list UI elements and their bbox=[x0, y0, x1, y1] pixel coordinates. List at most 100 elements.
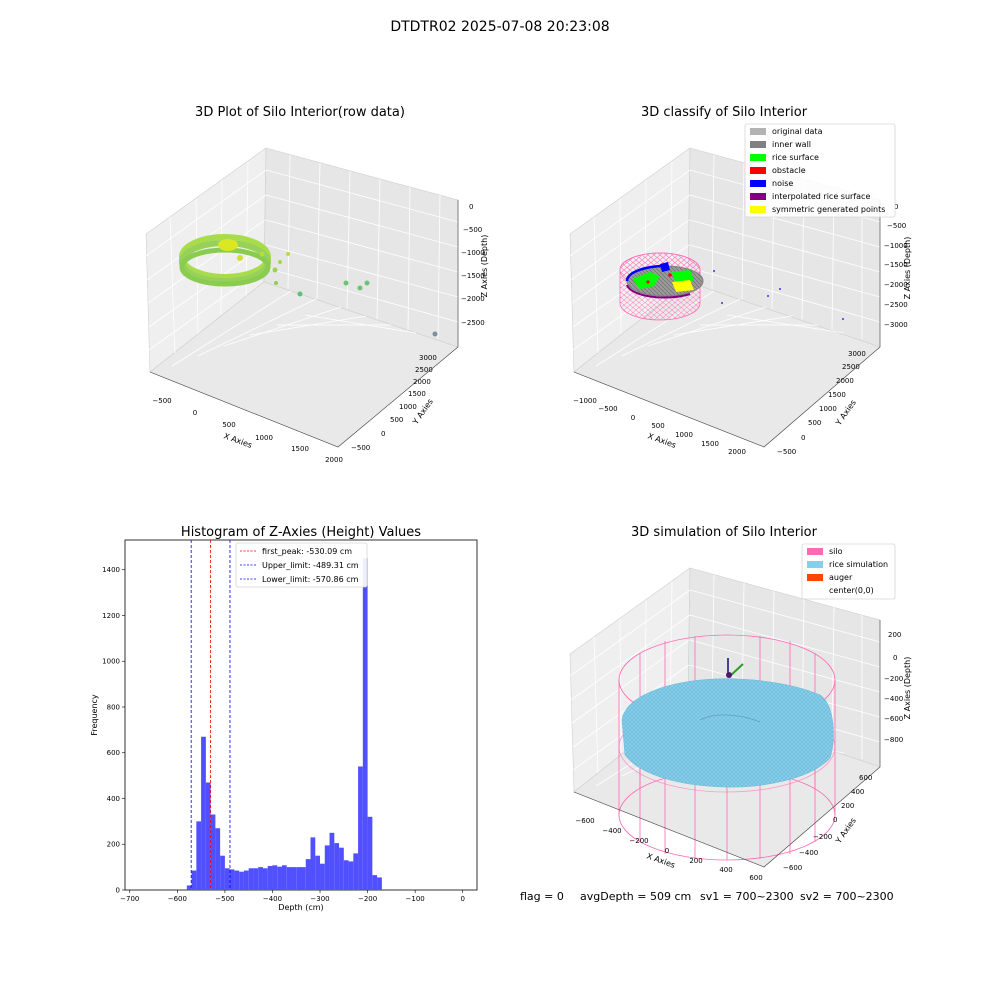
hist-bar bbox=[324, 845, 330, 890]
raw-z-tick: −500 bbox=[463, 226, 482, 234]
sim-legend-item: center(0,0) bbox=[807, 586, 874, 595]
hist-bar bbox=[296, 867, 301, 890]
legend-label: noise bbox=[772, 179, 793, 188]
hist-y-ticklabel: 1400 bbox=[102, 566, 120, 574]
cls-x-tick: 500 bbox=[651, 422, 664, 430]
legend-swatch bbox=[750, 193, 766, 200]
hist-bar bbox=[224, 868, 230, 890]
figure-title: DTDTR02 2025-07-08 20:23:08 bbox=[390, 19, 609, 35]
hist-y-ticklabel: 1200 bbox=[102, 612, 120, 620]
cls-x-tick: 2000 bbox=[728, 448, 746, 456]
hist-y-ticklabel: 600 bbox=[107, 749, 120, 757]
sim-x-tick: −600 bbox=[575, 817, 594, 825]
hist-legend-frame bbox=[235, 542, 368, 588]
raw-y-tick: 0 bbox=[381, 430, 385, 438]
sim-x-tick: −400 bbox=[602, 827, 621, 835]
sim-z-label: Z Axies (Depth) bbox=[903, 657, 912, 720]
hist-bar bbox=[220, 855, 225, 890]
hist-bar bbox=[229, 869, 235, 890]
raw-z-tick: −2500 bbox=[461, 319, 485, 327]
panel-raw-data: 3D Plot of Silo Interior(row data) bbox=[145, 105, 489, 464]
raw-z-tick: −1000 bbox=[461, 249, 485, 257]
cls-legend-item: interpolated rice surface bbox=[750, 192, 870, 201]
hist-bar bbox=[191, 870, 197, 890]
panel-hist-title: Histogram of Z-Axies (Height) Values bbox=[181, 525, 421, 540]
sim-z-tick: −400 bbox=[884, 695, 903, 703]
cls-y-tick: 3000 bbox=[848, 350, 866, 358]
hist-y-label: Frequency bbox=[90, 694, 99, 736]
raw-x-tick: 1500 bbox=[291, 445, 309, 453]
sim-x-tick: 200 bbox=[689, 857, 702, 865]
hist-bar bbox=[291, 867, 297, 890]
hist-x-ticklabel: −500 bbox=[215, 895, 234, 903]
hist-x-ticklabel: −100 bbox=[406, 895, 425, 903]
cls-y-tick: 2000 bbox=[836, 377, 854, 385]
hist-bar bbox=[277, 866, 282, 890]
hist-bar bbox=[305, 859, 311, 890]
legend-swatch bbox=[750, 167, 766, 174]
cls-y-tick: 2500 bbox=[842, 363, 860, 371]
cls-x-tick: −500 bbox=[598, 405, 617, 413]
panel-classify-title: 3D classify of Silo Interior bbox=[641, 105, 808, 120]
raw-y-ticklabels: −500 0 500 1000 1500 2000 2500 3000 bbox=[351, 354, 437, 452]
cls-x-tick: 1500 bbox=[701, 440, 719, 448]
hist-bar bbox=[286, 867, 292, 890]
sim-y-tick: 200 bbox=[841, 802, 854, 810]
hist-bar bbox=[329, 832, 335, 890]
hist-x-ticklabel: −200 bbox=[358, 895, 377, 903]
panel-raw-title: 3D Plot of Silo Interior(row data) bbox=[195, 105, 405, 120]
legend-swatch bbox=[750, 206, 766, 213]
cls-legend-item: original data bbox=[750, 127, 823, 136]
hist-bar bbox=[210, 814, 216, 890]
legend-label: rice surface bbox=[772, 153, 819, 162]
hist-bar bbox=[281, 865, 287, 890]
legend-label: interpolated rice surface bbox=[772, 192, 870, 201]
hist-bar bbox=[353, 853, 359, 890]
legend-swatch bbox=[750, 154, 766, 161]
cls-z-tick: −2500 bbox=[884, 301, 908, 309]
legend-swatch bbox=[807, 548, 823, 555]
hist-legend-item: first_peak: -530.09 cm bbox=[240, 547, 352, 556]
hist-bar bbox=[239, 871, 244, 890]
raw-y-label: Y Axies bbox=[410, 397, 435, 427]
sim-legend-item: rice simulation bbox=[807, 560, 888, 569]
sim-x-ticklabels: −600 −400 −200 0 200 400 600 bbox=[575, 817, 762, 882]
cls-y-ticklabels: −500 0 500 1000 1500 2000 2500 3000 bbox=[777, 350, 866, 456]
hist-bar bbox=[272, 865, 278, 890]
legend-label: center(0,0) bbox=[829, 586, 874, 595]
panel-simulation: 3D simulation of Silo Interior bbox=[569, 525, 912, 882]
hist-bar bbox=[186, 885, 192, 890]
cls-x-tick: −1000 bbox=[573, 397, 597, 405]
sim-legend-item: silo bbox=[807, 547, 843, 556]
hist-legend-item: Lower_limit: -570.86 cm bbox=[240, 575, 359, 584]
hist-y-ticklabel: 800 bbox=[107, 703, 120, 711]
cls-legend-item: rice surface bbox=[750, 153, 819, 162]
hist-x-ticklabel: 0 bbox=[460, 895, 464, 903]
hist-bar bbox=[248, 868, 254, 890]
sim-legend-frame bbox=[801, 543, 896, 600]
hist-bar bbox=[377, 877, 382, 890]
sim-legend: silo rice simulation auger center(0,0) bbox=[801, 543, 896, 600]
sim-legend-item: auger bbox=[807, 573, 853, 582]
sim-rice-surface bbox=[621, 678, 834, 788]
legend-label: Lower_limit: -570.86 cm bbox=[262, 575, 359, 584]
cls-y-tick: 500 bbox=[808, 419, 821, 427]
raw-y-tick: 1500 bbox=[408, 390, 426, 398]
cls-x-label: X Axies bbox=[646, 431, 677, 450]
raw-y-tick: 500 bbox=[390, 416, 403, 424]
hist-bar bbox=[367, 816, 373, 890]
cls-z-ticklabels: 0 −500 −1000 −1500 −2000 −2500 −3000 bbox=[884, 203, 908, 329]
raw-y-tick: 2500 bbox=[415, 366, 433, 374]
hist-bar bbox=[215, 828, 221, 890]
cls-z-tick: −2000 bbox=[884, 281, 908, 289]
legend-label: symmetric generated points bbox=[772, 205, 885, 214]
flag-text: flag = 0 bbox=[520, 890, 564, 903]
sim-axes bbox=[573, 620, 881, 868]
legend-swatch bbox=[807, 587, 823, 594]
legend-label: rice simulation bbox=[829, 560, 888, 569]
cls-y-tick: 1500 bbox=[828, 391, 846, 399]
raw-x-tick: −500 bbox=[152, 397, 171, 405]
hist-y-ticklabel: 0 bbox=[116, 887, 120, 895]
cls-z-tick: −1000 bbox=[884, 242, 908, 250]
hist-bar bbox=[358, 766, 363, 890]
